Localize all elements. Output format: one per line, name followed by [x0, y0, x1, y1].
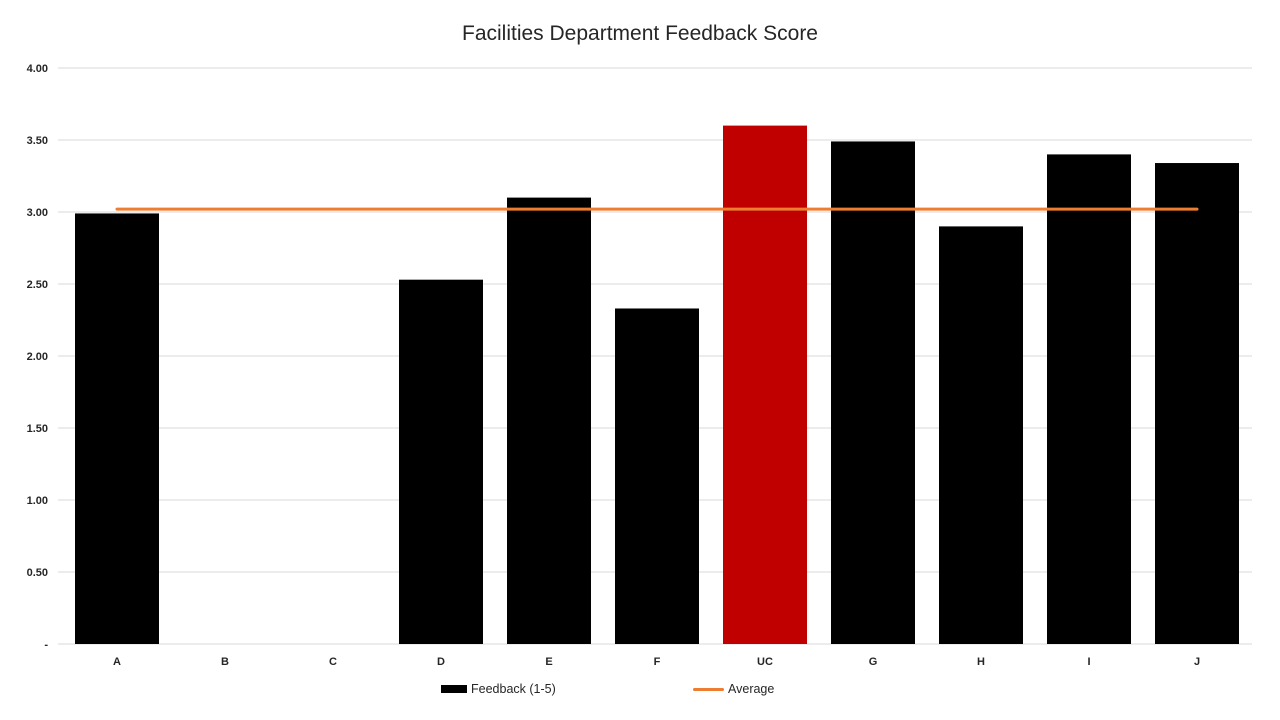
bar-UC	[723, 125, 807, 645]
bar-D	[399, 279, 483, 644]
x-axis-label-B: B	[221, 656, 229, 668]
x-axis-label-F: F	[654, 656, 661, 668]
x-axis-label-UC: UC	[757, 656, 773, 668]
y-axis-tick-label-3.50: 3.50	[27, 135, 48, 147]
bar-G	[831, 141, 915, 644]
bar-A	[75, 213, 159, 644]
y-axis-tick-label--: -	[44, 639, 48, 651]
y-axis-tick-label-1.50: 1.50	[27, 423, 48, 435]
y-axis-tick-label-3.00: 3.00	[27, 207, 48, 219]
x-axis-label-J: J	[1194, 656, 1200, 668]
y-axis-tick-label-2.00: 2.00	[27, 351, 48, 363]
bar-I	[1047, 154, 1131, 644]
y-axis-tick-label-0.50: 0.50	[27, 567, 48, 579]
y-axis-tick-label-2.50: 2.50	[27, 279, 48, 291]
bar-F	[615, 308, 699, 644]
x-axis-label-I: I	[1087, 656, 1090, 668]
bar-J	[1155, 163, 1239, 645]
y-axis-tick-label-1.00: 1.00	[27, 495, 48, 507]
x-axis-label-C: C	[329, 656, 337, 668]
chart-title: Facilities Department Feedback Score	[462, 22, 818, 45]
x-axis-label-H: H	[977, 656, 985, 668]
x-axis-label-G: G	[869, 656, 878, 668]
y-axis-tick-label-4.00: 4.00	[27, 63, 48, 75]
bar-E	[507, 197, 591, 644]
x-axis-label-E: E	[545, 656, 552, 668]
bar-H	[939, 226, 1023, 644]
x-axis-label-D: D	[437, 656, 445, 668]
x-axis-label-A: A	[113, 656, 121, 668]
